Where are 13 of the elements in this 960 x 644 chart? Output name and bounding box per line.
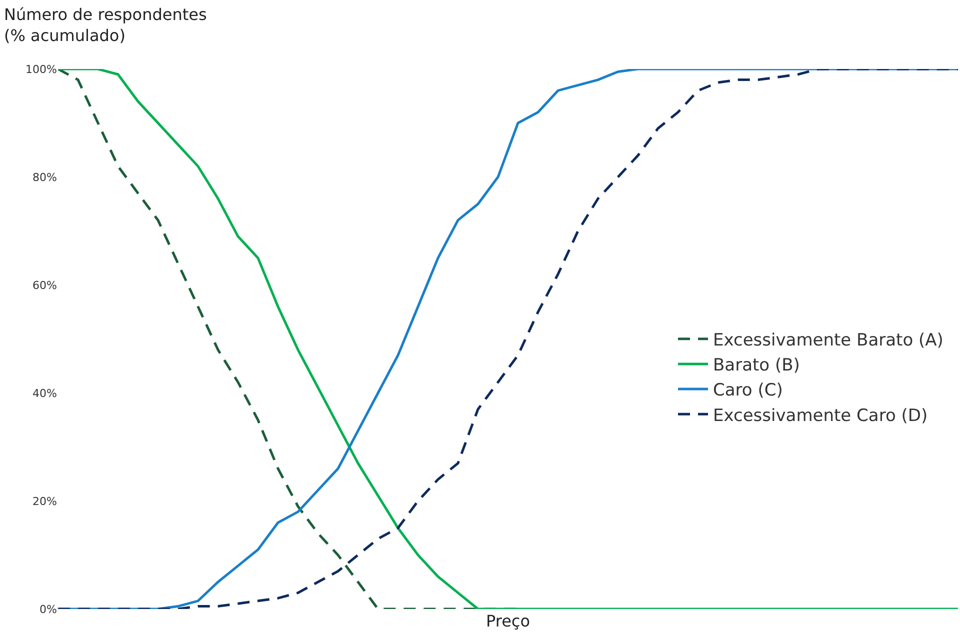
legend-label: Excessivamente Caro (D) [713, 406, 928, 426]
legend-label: Caro (C) [713, 380, 783, 401]
y-tick-label: 20% [32, 494, 57, 508]
y-tick-label: 80% [32, 170, 57, 184]
y-tick-label: 0% [40, 602, 57, 616]
y-axis-title: Número de respondentes (% acumulado) [4, 5, 207, 45]
y-tick-label: 40% [32, 386, 57, 400]
y-tick-label: 100% [26, 62, 57, 76]
x-axis-title: Preço [486, 612, 530, 631]
legend-label: Barato (B) [713, 356, 800, 376]
line-series [58, 69, 958, 609]
y-tick-label: 60% [32, 278, 57, 292]
legend-label: Excessivamente Barato (A) [713, 330, 944, 350]
